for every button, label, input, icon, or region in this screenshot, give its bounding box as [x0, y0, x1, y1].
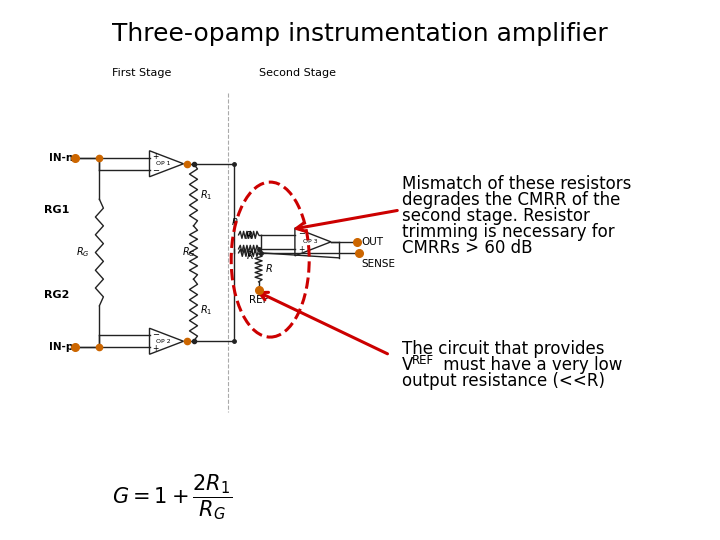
Text: Second Stage: Second Stage — [259, 68, 336, 78]
Text: $R$: $R$ — [245, 229, 253, 241]
Text: $R$: $R$ — [246, 249, 253, 261]
Text: −: − — [153, 166, 160, 176]
Text: must have a very low: must have a very low — [438, 356, 622, 374]
Text: REF: REF — [412, 354, 434, 367]
Text: $R$: $R$ — [265, 262, 272, 274]
Text: REF: REF — [249, 295, 269, 305]
Text: $R_G$: $R_G$ — [181, 246, 195, 259]
Text: First Stage: First Stage — [112, 68, 172, 78]
Text: OUT: OUT — [361, 237, 384, 247]
Text: trimming is necessary for: trimming is necessary for — [402, 223, 615, 241]
Text: OP 2: OP 2 — [156, 339, 171, 344]
Text: V: V — [402, 356, 413, 374]
Text: $R_1$: $R_1$ — [199, 303, 212, 317]
Text: degrades the CMRR of the: degrades the CMRR of the — [402, 191, 621, 209]
Text: +: + — [153, 344, 159, 353]
Text: IN-n: IN-n — [49, 153, 73, 163]
Text: output resistance (<<R): output resistance (<<R) — [402, 372, 605, 390]
Text: −: − — [153, 330, 160, 339]
Text: second stage. Resistor: second stage. Resistor — [402, 207, 590, 225]
Text: +: + — [298, 245, 305, 254]
Text: The circuit that provides: The circuit that provides — [402, 340, 605, 358]
Text: $G = 1 + \dfrac{2R_1}{R_G}$: $G = 1 + \dfrac{2R_1}{R_G}$ — [112, 472, 232, 522]
Text: RG1: RG1 — [43, 205, 69, 215]
Text: P: P — [232, 218, 238, 227]
Text: Three-opamp instrumentation amplifier: Three-opamp instrumentation amplifier — [112, 22, 608, 46]
Text: $R_1$: $R_1$ — [199, 188, 212, 202]
Text: −: − — [298, 230, 305, 238]
Text: SENSE: SENSE — [361, 259, 396, 269]
Text: +: + — [153, 152, 159, 161]
Text: OP 1: OP 1 — [156, 161, 171, 166]
Text: $R_G$: $R_G$ — [76, 246, 89, 259]
Text: OP 3: OP 3 — [302, 239, 318, 244]
Text: RG2: RG2 — [43, 290, 69, 300]
Text: IN-p: IN-p — [49, 342, 73, 352]
Text: CMRRs > 60 dB: CMRRs > 60 dB — [402, 239, 533, 257]
Text: Mismatch of these resistors: Mismatch of these resistors — [402, 175, 631, 193]
